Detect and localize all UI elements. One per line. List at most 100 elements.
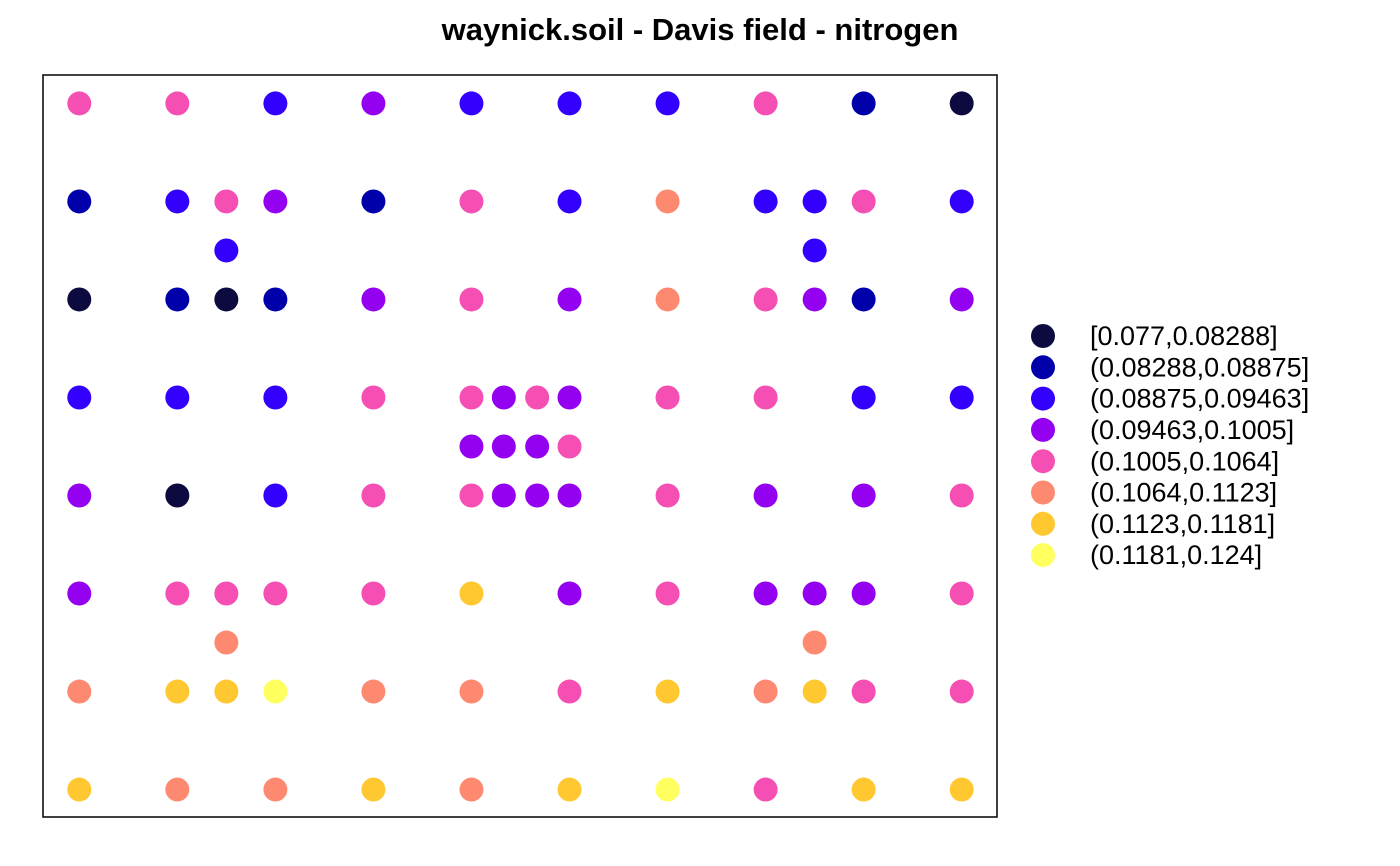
point	[655, 189, 680, 214]
legend-label: (0.1005,0.1064]	[1090, 446, 1279, 476]
point	[557, 777, 582, 802]
point	[655, 483, 680, 508]
point	[753, 679, 778, 704]
point	[802, 287, 827, 312]
point	[525, 434, 550, 459]
plot-frame	[42, 74, 998, 818]
point	[491, 385, 516, 410]
legend-label: [0.077,0.08288]	[1090, 321, 1278, 351]
point	[557, 679, 582, 704]
point	[851, 581, 876, 606]
point	[165, 189, 190, 214]
point	[361, 581, 386, 606]
point	[165, 483, 190, 508]
point	[214, 581, 239, 606]
point	[67, 483, 92, 508]
point	[655, 91, 680, 116]
point	[802, 238, 827, 263]
chart-title: waynick.soil - Davis field - nitrogen	[441, 12, 959, 47]
point	[67, 679, 92, 704]
point	[214, 238, 239, 263]
point	[214, 679, 239, 704]
point	[361, 679, 386, 704]
point	[214, 287, 239, 312]
point	[361, 385, 386, 410]
legend-label: (0.1123,0.1181]	[1090, 509, 1275, 539]
point	[655, 777, 680, 802]
legend-marker	[1031, 324, 1055, 348]
point	[361, 777, 386, 802]
point	[214, 189, 239, 214]
point	[851, 483, 876, 508]
point	[557, 91, 582, 116]
point	[525, 385, 550, 410]
point	[263, 777, 288, 802]
point	[949, 777, 974, 802]
point	[361, 189, 386, 214]
point	[557, 189, 582, 214]
legend-label: (0.1064,0.1123]	[1090, 478, 1277, 508]
point	[753, 91, 778, 116]
point	[753, 777, 778, 802]
point	[802, 581, 827, 606]
point	[165, 91, 190, 116]
point	[655, 679, 680, 704]
point	[557, 581, 582, 606]
point	[165, 777, 190, 802]
point	[851, 91, 876, 116]
point	[67, 287, 92, 312]
point	[459, 91, 484, 116]
legend-label: (0.1181,0.124]	[1090, 540, 1262, 570]
point	[459, 679, 484, 704]
point	[851, 189, 876, 214]
point	[67, 189, 92, 214]
point	[263, 679, 288, 704]
point	[459, 483, 484, 508]
point	[753, 483, 778, 508]
point	[459, 581, 484, 606]
point	[263, 483, 288, 508]
point	[525, 483, 550, 508]
point	[459, 777, 484, 802]
point	[949, 679, 974, 704]
point	[361, 91, 386, 116]
point	[753, 189, 778, 214]
point	[263, 189, 288, 214]
point	[655, 287, 680, 312]
point	[263, 91, 288, 116]
legend-marker	[1031, 386, 1055, 411]
point	[67, 385, 92, 410]
point	[802, 189, 827, 214]
point	[165, 679, 190, 704]
point	[459, 189, 484, 214]
legend-marker	[1031, 449, 1055, 474]
point	[949, 91, 974, 116]
legend-marker	[1031, 543, 1055, 568]
point	[263, 287, 288, 312]
point	[949, 581, 974, 606]
point	[165, 385, 190, 410]
legend-marker	[1031, 480, 1055, 505]
legend-label: (0.08288,0.08875]	[1090, 352, 1309, 382]
point	[655, 581, 680, 606]
point	[361, 287, 386, 312]
point	[67, 581, 92, 606]
point	[165, 287, 190, 312]
legend-marker	[1031, 417, 1055, 442]
point	[753, 385, 778, 410]
point	[165, 581, 190, 606]
point	[655, 385, 680, 410]
point	[802, 630, 827, 655]
point	[361, 483, 386, 508]
point	[949, 287, 974, 312]
point	[949, 189, 974, 214]
point	[263, 581, 288, 606]
legend-marker	[1031, 511, 1055, 536]
point	[851, 679, 876, 704]
point	[263, 385, 288, 410]
point	[67, 91, 92, 116]
point	[802, 679, 827, 704]
point	[851, 385, 876, 410]
